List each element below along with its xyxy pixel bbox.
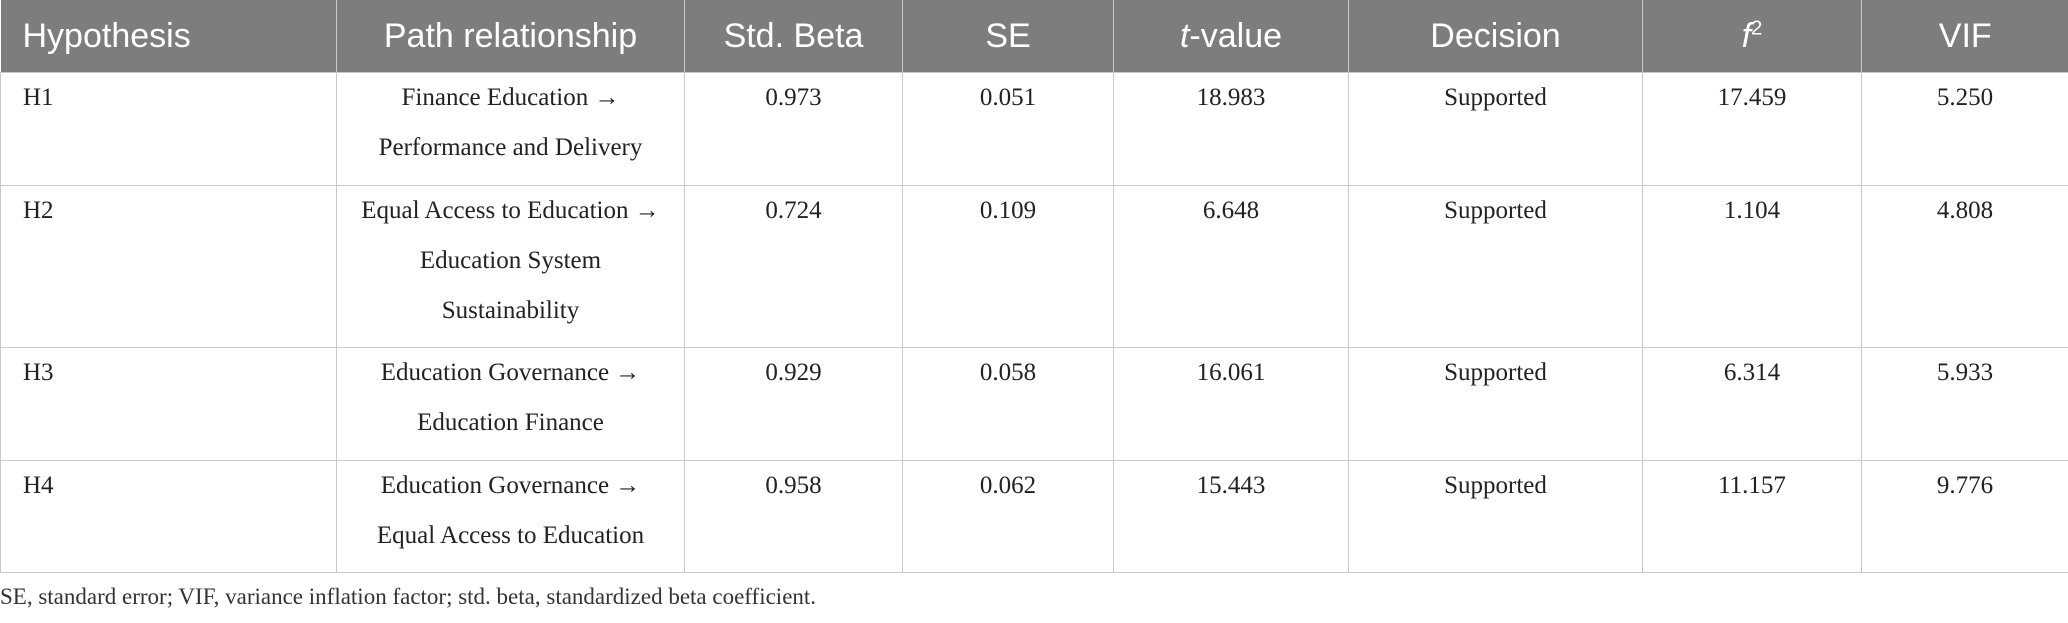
cell-decision: Supported bbox=[1348, 72, 1643, 186]
header-path-relationship: Path relationship bbox=[336, 0, 685, 73]
results-table-container: Hypothesis Path relationship Std. Beta S… bbox=[0, 0, 2068, 573]
cell-hypothesis: H2 bbox=[0, 185, 337, 348]
hypothesis-results-table: Hypothesis Path relationship Std. Beta S… bbox=[0, 0, 2068, 573]
cell-std-beta: 0.973 bbox=[684, 72, 903, 186]
cell-f-squared: 17.459 bbox=[1642, 72, 1862, 186]
cell-hypothesis: H3 bbox=[0, 347, 337, 461]
cell-se: 0.051 bbox=[902, 72, 1114, 186]
table-row: H3 Education Governance → Education Fina… bbox=[0, 347, 2068, 461]
table-footnote: SE, standard error; VIF, variance inflat… bbox=[0, 584, 817, 609]
table-header-row: Hypothesis Path relationship Std. Beta S… bbox=[0, 0, 2068, 73]
cell-std-beta: 0.958 bbox=[684, 460, 903, 573]
header-vif: VIF bbox=[1861, 0, 2068, 73]
cell-path-relationship: Equal Access to Education → Education Sy… bbox=[336, 185, 685, 348]
header-f-squared: f2 bbox=[1642, 0, 1862, 73]
cell-decision: Supported bbox=[1348, 347, 1643, 461]
cell-decision: Supported bbox=[1348, 460, 1643, 573]
cell-f-squared: 1.104 bbox=[1642, 185, 1862, 348]
header-t-suffix: -value bbox=[1189, 16, 1283, 55]
cell-t-value: 18.983 bbox=[1113, 72, 1349, 186]
cell-t-value: 15.443 bbox=[1113, 460, 1349, 573]
cell-hypothesis: H1 bbox=[0, 72, 337, 186]
cell-path-relationship: Finance Education → Performance and Deli… bbox=[336, 72, 685, 186]
header-decision: Decision bbox=[1348, 0, 1643, 73]
cell-vif: 5.250 bbox=[1861, 72, 2068, 186]
cell-std-beta: 0.724 bbox=[684, 185, 903, 348]
header-hypothesis: Hypothesis bbox=[0, 0, 337, 73]
cell-f-squared: 6.314 bbox=[1642, 347, 1862, 461]
cell-vif: 4.808 bbox=[1861, 185, 2068, 348]
cell-se: 0.062 bbox=[902, 460, 1114, 573]
table-row: H2 Equal Access to Education → Education… bbox=[0, 185, 2068, 348]
header-f-superscript: 2 bbox=[1751, 17, 1763, 40]
table-row: H1 Finance Education → Performance and D… bbox=[0, 72, 2068, 186]
header-t-value: t-value bbox=[1113, 0, 1349, 73]
header-se: SE bbox=[902, 0, 1114, 73]
header-t-variable: t bbox=[1179, 16, 1190, 55]
cell-vif: 9.776 bbox=[1861, 460, 2068, 573]
cell-vif: 5.933 bbox=[1861, 347, 2068, 461]
header-f-base: f bbox=[1741, 16, 1752, 55]
header-std-beta: Std. Beta bbox=[684, 0, 903, 73]
cell-se: 0.058 bbox=[902, 347, 1114, 461]
cell-path-relationship: Education Governance → Equal Access to E… bbox=[336, 460, 685, 573]
table-row: H4 Education Governance → Equal Access t… bbox=[0, 460, 2068, 573]
cell-se: 0.109 bbox=[902, 185, 1114, 348]
cell-path-relationship: Education Governance → Education Finance bbox=[336, 347, 685, 461]
cell-decision: Supported bbox=[1348, 185, 1643, 348]
cell-std-beta: 0.929 bbox=[684, 347, 903, 461]
cell-hypothesis: H4 bbox=[0, 460, 337, 573]
cell-f-squared: 11.157 bbox=[1642, 460, 1862, 573]
cell-t-value: 6.648 bbox=[1113, 185, 1349, 348]
cell-t-value: 16.061 bbox=[1113, 347, 1349, 461]
